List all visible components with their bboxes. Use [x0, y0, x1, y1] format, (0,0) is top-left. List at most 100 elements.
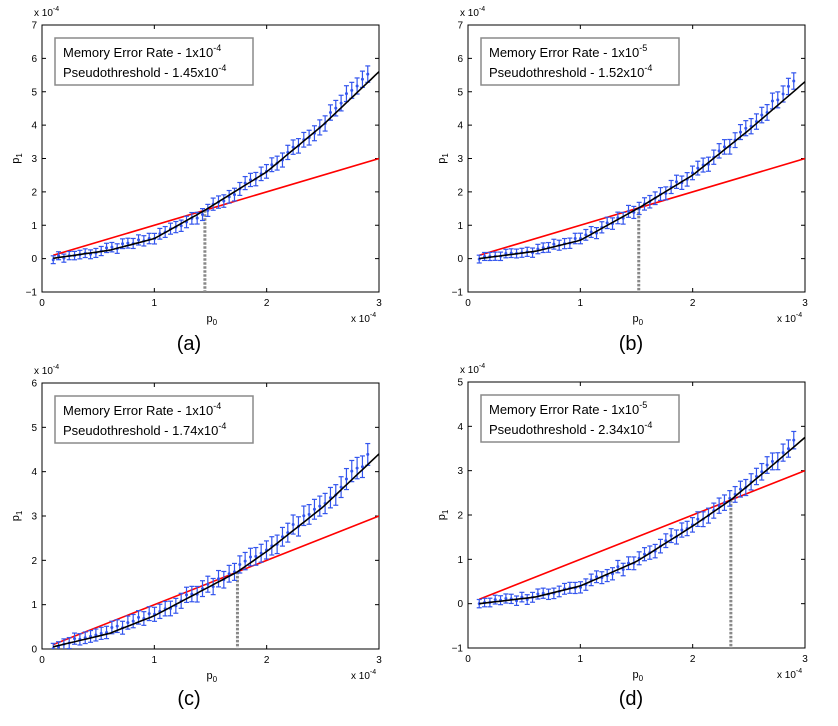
data-point [344, 477, 348, 481]
y-axis-label-subscript: 1 [15, 153, 24, 158]
simulation-point [684, 520, 690, 537]
legend: Memory Error Rate - 1x10-5 Pseudothreshol… [480, 37, 680, 86]
x-tick-label: 1 [578, 654, 584, 665]
simulation-point [205, 203, 211, 218]
x-axis-label-subscript: 0 [639, 674, 644, 683]
data-point [195, 216, 199, 220]
reference-line [52, 515, 379, 646]
legend-line1-exponent: -5 [639, 400, 647, 410]
simulation-point [748, 473, 754, 491]
data-point [696, 517, 700, 521]
y-tick-label: 1 [31, 221, 37, 232]
x-tick-label: 2 [690, 654, 696, 665]
y-scale-label: x 10-4 [460, 363, 485, 376]
x-axis-label-subscript: 0 [213, 318, 218, 327]
y-tick-label: 3 [31, 512, 37, 523]
data-point [541, 591, 545, 595]
y-scale-exponent: -4 [479, 6, 485, 13]
reference-line [478, 469, 805, 600]
x-scale-exponent: -4 [796, 668, 802, 675]
data-point [595, 575, 599, 579]
x-tick-label: 3 [376, 655, 382, 666]
data-point [339, 101, 343, 105]
data-point [206, 582, 210, 586]
simulation-point [359, 455, 365, 479]
simulation-point [141, 611, 147, 626]
x-tick-label: 3 [802, 654, 808, 665]
legend-line1-text: Memory Error Rate - 1x10 [489, 45, 639, 60]
data-point [552, 242, 556, 246]
simulation-point [311, 498, 317, 520]
simulation-point [594, 570, 600, 584]
y-axis-label: p1 [436, 153, 450, 164]
x-tick-label: 1 [152, 298, 158, 309]
simulation-point [700, 157, 706, 173]
data-point [291, 523, 295, 527]
data-layer [50, 442, 379, 649]
simulation-point [641, 547, 647, 562]
legend-memory-error-rate: Memory Error Rate - 1x10-4 [63, 401, 221, 418]
simulation-point [343, 467, 349, 491]
y-scale-label: x 10-4 [34, 364, 59, 377]
data-point [179, 224, 183, 228]
panel-caption: (c) [177, 688, 200, 710]
data-point [350, 88, 354, 92]
legend-line1-exponent: -5 [639, 43, 647, 53]
x-scale-label: x 10-4 [777, 312, 802, 325]
x-tick-label: 2 [264, 655, 270, 666]
y-tick-label: 2 [31, 556, 37, 567]
y-tick-label: 2 [31, 187, 37, 198]
simulation-point [626, 204, 632, 218]
y-tick-label: 5 [457, 87, 463, 98]
x-axis-label-base: p [207, 670, 213, 682]
x-tick-label: 3 [376, 298, 382, 309]
legend: Memory Error Rate - 1x10-4Pseudothreshol… [54, 395, 254, 444]
simulation-point [125, 237, 131, 249]
simulation-point [599, 571, 605, 585]
data-point [669, 534, 673, 538]
simulation-point [540, 242, 546, 254]
x-scale-base: x 10 [351, 671, 370, 682]
x-scale-exponent: -4 [370, 312, 376, 319]
x-scale-label: x 10-4 [351, 312, 376, 325]
y-tick-label: −1 [452, 288, 464, 299]
data-point [722, 145, 726, 149]
data-point [232, 193, 236, 197]
simulation-point [200, 580, 206, 598]
simulation-point [759, 106, 765, 124]
y-scale-exponent: -4 [53, 6, 59, 13]
legend-line2-exponent: -4 [644, 63, 652, 73]
data-point [201, 213, 205, 217]
x-tick-label: 0 [39, 655, 45, 666]
reference-line [479, 157, 805, 257]
data-point [110, 625, 114, 629]
data-point [770, 99, 774, 103]
simulation-point [200, 208, 206, 222]
data-point [589, 230, 593, 234]
y-scale-base: x 10 [34, 366, 53, 377]
simulation-point [359, 70, 365, 88]
data-point [344, 92, 348, 96]
y-tick-label: 7 [457, 21, 463, 32]
reference-line [53, 157, 379, 257]
x-scale-exponent: -4 [796, 312, 802, 319]
data-point [616, 565, 620, 569]
data-point [73, 637, 77, 641]
simulation-point [247, 172, 253, 188]
simulation-point [253, 546, 259, 566]
data-point [248, 555, 252, 559]
data-point [137, 615, 141, 619]
data-point [696, 166, 700, 170]
simulation-point [572, 232, 578, 245]
simulation-point [588, 573, 594, 587]
simulation-point [535, 588, 541, 600]
data-point [621, 568, 625, 572]
y-tick-label: 5 [31, 423, 37, 434]
data-point [328, 111, 332, 115]
simulation-point [258, 543, 264, 563]
x-tick-label: 2 [690, 298, 696, 309]
data-point [366, 452, 370, 456]
legend-pseudothreshold: Pseudothreshold - 1.45x10-4 [63, 63, 226, 80]
legend-line2-exponent: -4 [644, 420, 652, 430]
